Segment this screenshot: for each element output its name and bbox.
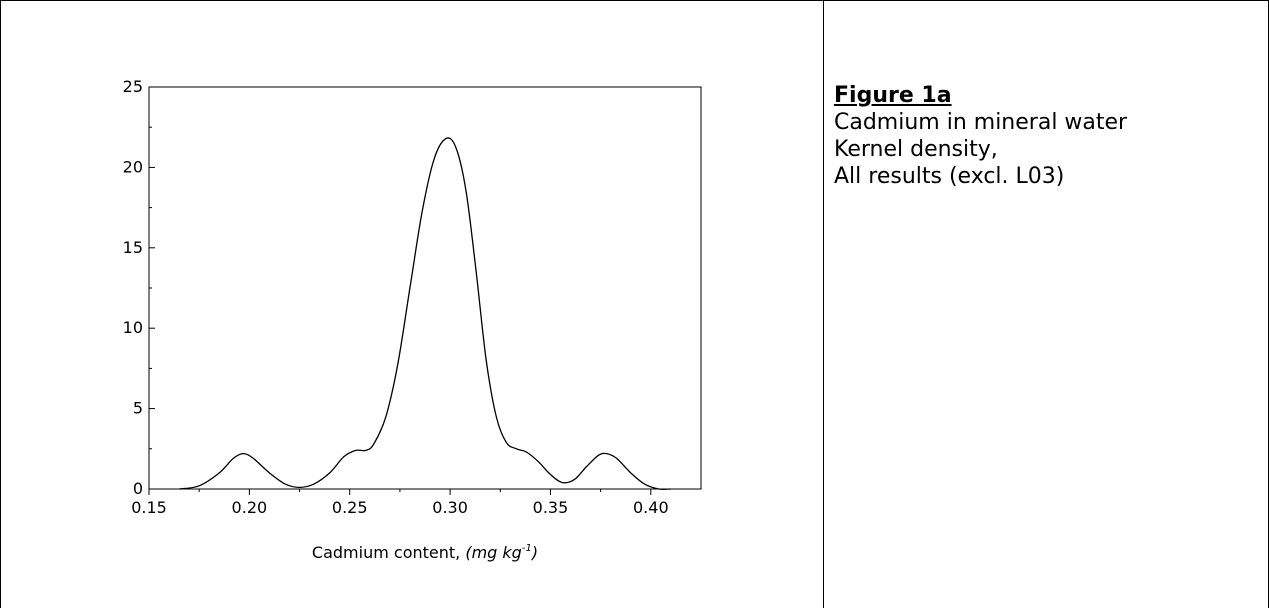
x-axis-unit-sup: -1 (522, 543, 532, 554)
x-axis-unit-close: ) (531, 543, 538, 562)
caption-line-3: All results (excl. L03) (834, 164, 1065, 189)
figure-title: Figure 1a (834, 83, 952, 108)
table-border-top (0, 0, 1269, 1)
y-ticks: 0 5 10 15 20 25 (123, 77, 155, 498)
x-axis-label: Cadmium content, (mg kg-1) (312, 543, 538, 562)
caption-cell: Figure 1a Cadmium in mineral water Kerne… (834, 82, 1264, 190)
kernel-density-chart: 0 5 10 15 20 25 0.15 0.20 0.25 0.30 0.35 0.40 Cadm… (123, 77, 702, 562)
x-tick-label: 0.35 (533, 498, 569, 517)
caption-line-1: Cadmium in mineral water (834, 110, 1128, 135)
density-curve (179, 137, 671, 491)
x-ticks: 0.15 0.20 0.25 0.30 0.35 0.40 (131, 489, 669, 517)
x-tick-label: 0.20 (232, 498, 268, 517)
chart-cell: 0 5 10 15 20 25 0.15 0.20 0.25 0.30 0.35 0.40 Cadm… (123, 77, 702, 562)
caption-line-2: Kernel density, (834, 137, 998, 162)
y-tick-label: 10 (123, 318, 143, 337)
y-tick-label: 0 (133, 479, 143, 498)
chart-axes (148, 86, 702, 490)
x-tick-label: 0.25 (332, 498, 368, 517)
x-axis-label-text: Cadmium content, (312, 543, 460, 562)
y-tick-label: 25 (123, 77, 143, 96)
table-border-left (0, 0, 1, 608)
y-tick-label: 5 (133, 399, 143, 418)
plot-frame (148, 86, 702, 490)
y-tick-label: 15 (123, 238, 143, 257)
x-tick-label: 0.40 (633, 498, 669, 517)
x-axis-unit: (mg kg (465, 543, 522, 562)
y-tick-label: 20 (123, 157, 143, 176)
x-tick-label: 0.15 (131, 498, 167, 517)
x-tick-label: 0.30 (432, 498, 468, 517)
cell-divider (823, 0, 824, 608)
